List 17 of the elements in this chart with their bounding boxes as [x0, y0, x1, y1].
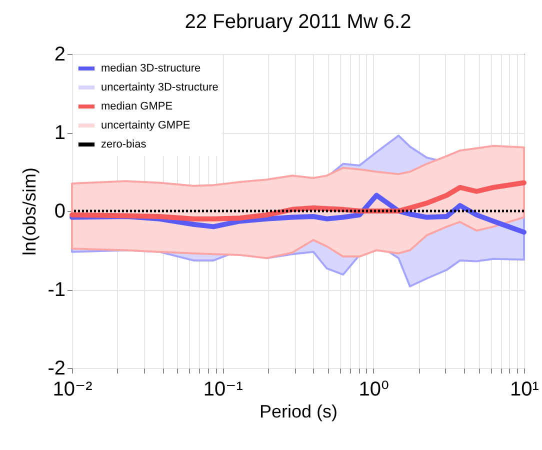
- y-axis-title: ln(obs/sim): [20, 167, 40, 256]
- x-tick-label: 10⁻²: [52, 378, 93, 400]
- y-tick-label: 2: [54, 44, 66, 66]
- annotation: uncertainty GMPE: [101, 120, 190, 132]
- y-tick-label: -1: [48, 279, 66, 301]
- annotation: uncertainty 3D-structure: [101, 82, 218, 94]
- legend-label: median GMPE: [101, 100, 173, 112]
- x-tick-label: 10¹: [510, 378, 540, 400]
- legend-label: zero-bias: [101, 138, 147, 150]
- legend-label: median 3D-structure: [101, 62, 201, 74]
- y-tick-label: 0: [54, 200, 66, 222]
- x-tick-label: 10⁰: [358, 378, 389, 400]
- y-tick-label: -2: [48, 358, 66, 380]
- chart-title: 22 February 2011 Mw 6.2: [184, 11, 412, 33]
- x-axis-title: Period (s): [259, 402, 338, 422]
- y-tick-label: 1: [54, 122, 66, 144]
- x-tick-label: 10⁻¹: [203, 378, 244, 400]
